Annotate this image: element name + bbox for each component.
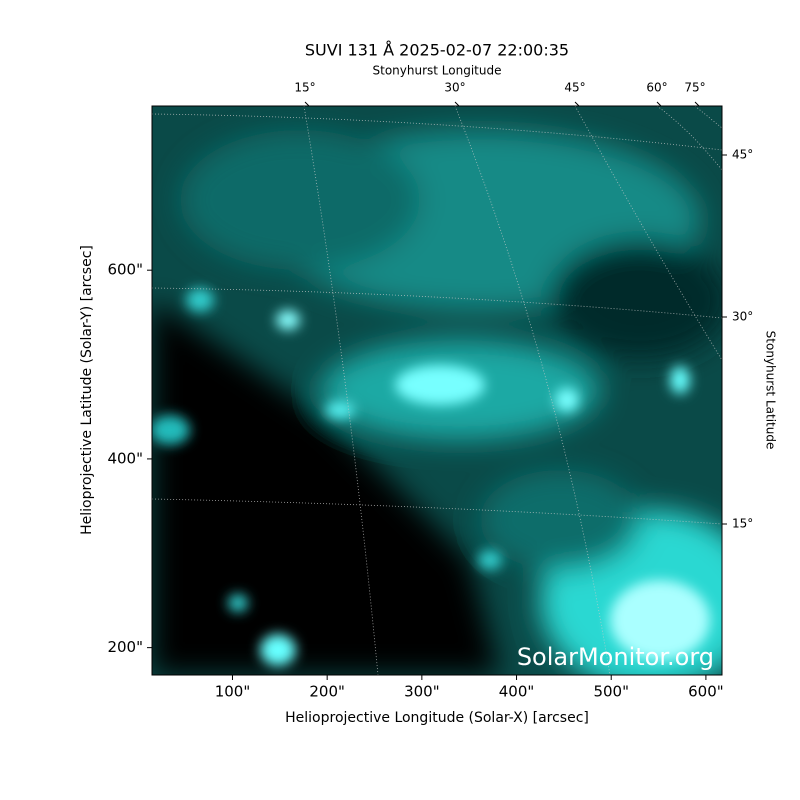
right-tick-label: 45° bbox=[732, 148, 753, 162]
watermark: SolarMonitor.org bbox=[517, 643, 714, 671]
y-tick-label: 600" bbox=[107, 261, 143, 279]
top-tick-label: 60° bbox=[646, 81, 667, 95]
right-axis-label: Stonyhurst Latitude bbox=[764, 331, 778, 450]
y-axis-label: Helioprojective Latitude (Solar-Y) [arcs… bbox=[79, 245, 95, 535]
axes-frame bbox=[151, 105, 723, 676]
x-tick-label: 200" bbox=[309, 683, 345, 701]
chart-title: SUVI 131 Å 2025-02-07 22:00:35 bbox=[305, 41, 569, 60]
right-tick-label: 15° bbox=[732, 517, 753, 531]
top-axis-label: Stonyhurst Longitude bbox=[373, 64, 502, 78]
top-tick bbox=[694, 101, 700, 107]
x-tick-label: 100" bbox=[215, 683, 251, 701]
top-tick-label: 45° bbox=[564, 81, 585, 95]
x-tick-label: 400" bbox=[499, 683, 535, 701]
top-tick-label: 15° bbox=[294, 81, 315, 95]
top-tick bbox=[304, 101, 310, 107]
x-tick-label: 300" bbox=[404, 683, 440, 701]
top-tick bbox=[574, 101, 580, 107]
top-tick bbox=[454, 101, 460, 107]
solar-image: SolarMonitor.org bbox=[152, 106, 722, 675]
x-tick-label: 600" bbox=[688, 683, 724, 701]
x-axis-label: Helioprojective Longitude (Solar-X) [arc… bbox=[285, 710, 589, 726]
y-tick-label: 200" bbox=[107, 638, 143, 656]
right-tick-label: 30° bbox=[732, 310, 753, 324]
x-tick-label: 500" bbox=[593, 683, 629, 701]
top-tick-label: 75° bbox=[684, 81, 705, 95]
top-tick bbox=[656, 101, 662, 107]
top-tick-label: 30° bbox=[444, 81, 465, 95]
y-tick-label: 400" bbox=[107, 449, 143, 467]
